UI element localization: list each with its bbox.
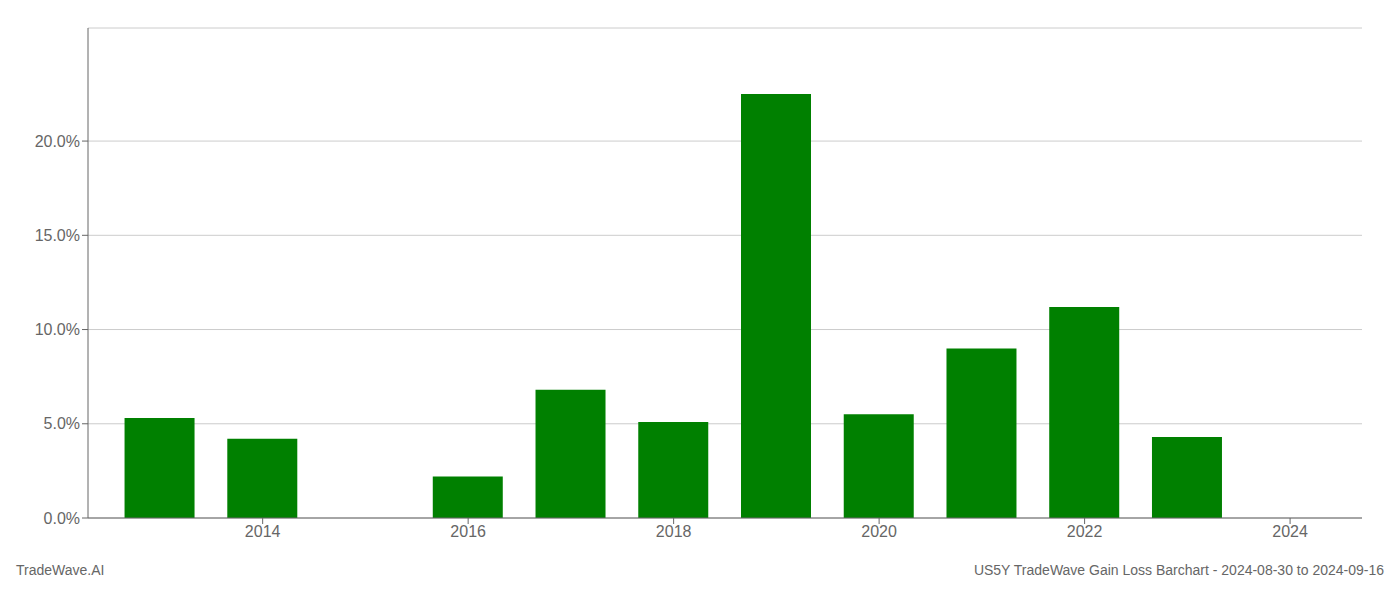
- svg-text:2022: 2022: [1067, 523, 1103, 540]
- svg-text:5.0%: 5.0%: [44, 415, 80, 432]
- svg-text:2024: 2024: [1272, 523, 1308, 540]
- svg-text:20.0%: 20.0%: [35, 133, 80, 150]
- svg-text:2014: 2014: [245, 523, 281, 540]
- svg-text:0.0%: 0.0%: [44, 510, 80, 527]
- svg-text:2018: 2018: [656, 523, 692, 540]
- html-text:TradeWave.AI: TradeWave.AI: [16, 562, 105, 578]
- svg-text:2020: 2020: [861, 523, 897, 540]
- svg-text:2016: 2016: [450, 523, 486, 540]
- html-text:US5Y TradeWave Gain Loss Barch: US5Y TradeWave Gain Loss Barchart - 2024…: [973, 562, 1384, 578]
- svg-text:15.0%: 15.0%: [35, 227, 80, 244]
- svg-text:10.0%: 10.0%: [35, 321, 80, 338]
